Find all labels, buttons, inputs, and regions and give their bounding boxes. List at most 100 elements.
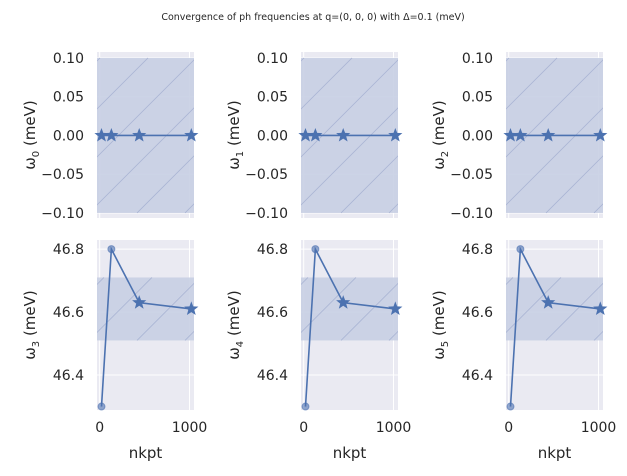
- y-tick-label: 0.00: [462, 128, 493, 144]
- band-hatch: [340, 282, 398, 341]
- ylabel-unit: (meV): [430, 290, 448, 341]
- y-axis-label: ω0 (meV): [21, 100, 42, 170]
- y-axis-label: ω5 (meV): [430, 290, 451, 360]
- ylabel-unit: (meV): [430, 100, 448, 151]
- band-fill: [301, 277, 398, 341]
- subplot-0: 0.10 0.05 0.00 −0.05 −0.10 ω0 (meV): [21, 51, 199, 222]
- data-point-circle: [97, 402, 106, 411]
- y-tick-label: −0.05: [450, 167, 493, 183]
- y-tick-label: −0.10: [450, 206, 493, 222]
- x-tick-label: 1000: [172, 420, 208, 436]
- data-point-star: [541, 128, 556, 142]
- ylabel-subscript: 2: [440, 151, 451, 157]
- y-axis-label: ω4 (meV): [225, 290, 246, 360]
- band-hatch: [506, 57, 558, 110]
- ylabel-symbol: ω: [225, 157, 243, 170]
- y-tick-label: 0.00: [53, 128, 84, 144]
- ylabel-subscript: 1: [235, 151, 246, 157]
- x-tick-label: 0: [95, 420, 104, 436]
- x-axis-label: nkpt: [538, 444, 572, 462]
- ylabel-subscript: 0: [31, 151, 42, 157]
- data-point-star: [132, 295, 147, 309]
- y-tick-label: 0.05: [257, 90, 288, 106]
- y-tick-label: 46.6: [53, 305, 84, 321]
- y-tick-label: 46.8: [53, 242, 84, 258]
- data-point-star: [184, 301, 199, 315]
- subplot-5: 46.8 46.6 46.4 ω5 (meV) 0 1000 nkpt: [430, 240, 616, 462]
- ylabel-unit: (meV): [21, 290, 39, 341]
- x-tick-label: 1000: [376, 420, 412, 436]
- ylabel-subscript: 5: [440, 341, 451, 347]
- y-tick-label: −0.05: [41, 167, 84, 183]
- ylabel-subscript: 3: [31, 341, 42, 347]
- y-tick-label: 46.6: [257, 305, 288, 321]
- y-tick-label: 0.00: [257, 128, 288, 144]
- y-tick-label: 0.05: [53, 90, 84, 106]
- band-hatch: [506, 277, 562, 333]
- data-point-star: [336, 128, 351, 142]
- band-fill: [97, 277, 194, 341]
- ylabel-symbol: ω: [225, 347, 243, 360]
- tolerance-band: [506, 277, 603, 341]
- band-hatch: [0, 277, 8, 340]
- y-axis-label: ω1 (meV): [225, 100, 246, 170]
- series-line: [100, 246, 192, 407]
- band-hatch: [545, 282, 603, 341]
- y-axis-label: ω2 (meV): [430, 100, 451, 170]
- ylabel-symbol: ω: [21, 347, 39, 360]
- subplot-3: 46.8 46.6 46.4 ω3 (meV) 0 1000 nkpt: [0, 240, 208, 462]
- y-tick-label: 46.8: [462, 242, 493, 258]
- band-hatch: [97, 277, 153, 333]
- y-tick-label: 46.6: [462, 305, 493, 321]
- ylabel-symbol: ω: [430, 347, 448, 360]
- y-tick-label: −0.10: [245, 206, 288, 222]
- data-point-star: [503, 128, 518, 142]
- data-point-star: [388, 301, 403, 315]
- data-point-star: [94, 128, 109, 142]
- data-point-star: [336, 295, 351, 309]
- series-line: [304, 246, 396, 407]
- data-point-circle: [107, 245, 116, 254]
- band-hatch: [301, 57, 353, 110]
- data-point-circle: [506, 402, 515, 411]
- data-point-star: [104, 128, 119, 142]
- x-axis-label: nkpt: [129, 444, 163, 462]
- data-point-star: [593, 128, 608, 142]
- y-tick-label: 0.10: [53, 51, 84, 67]
- band-hatch: [97, 57, 101, 62]
- data-point-star: [308, 128, 323, 142]
- data-point-circle: [311, 245, 320, 254]
- x-tick-label: 0: [504, 420, 513, 436]
- series-line: [509, 246, 601, 407]
- ylabel-unit: (meV): [225, 100, 243, 151]
- data-point-star: [593, 301, 608, 315]
- subplot-4: 46.8 46.6 46.4 ω4 (meV) 0 1000 nkpt: [225, 240, 412, 462]
- data-point-star: [298, 128, 313, 142]
- data-point-circle: [516, 245, 525, 254]
- band-hatch: [301, 277, 357, 333]
- ylabel-subscript: 4: [235, 341, 246, 347]
- y-tick-label: 0.05: [462, 90, 493, 106]
- subplot-1: 0.10 0.05 0.00 −0.05 −0.10 ω1 (meV): [225, 51, 403, 222]
- x-tick-label: 0: [299, 420, 308, 436]
- y-tick-label: −0.10: [41, 206, 84, 222]
- y-tick-label: −0.05: [245, 167, 288, 183]
- tolerance-band: [0, 277, 194, 341]
- subplot-2: 0.10 0.05 0.00 −0.05 −0.10 ω2 (meV): [430, 51, 608, 222]
- band-hatch: [136, 282, 194, 341]
- data-point-star: [388, 128, 403, 142]
- y-tick-label: 46.4: [462, 368, 493, 384]
- y-tick-label: 46.4: [257, 368, 288, 384]
- tolerance-band: [301, 277, 398, 341]
- band-hatch: [340, 155, 398, 214]
- figure-title: Convergence of ph frequencies at q=(0, 0…: [161, 12, 464, 23]
- band-hatch: [545, 155, 603, 214]
- data-point-star: [513, 128, 528, 142]
- ylabel-unit: (meV): [21, 100, 39, 151]
- data-point-star: [132, 128, 147, 142]
- y-tick-label: 0.10: [257, 51, 288, 67]
- y-tick-label: 0.10: [462, 51, 493, 67]
- x-axis-label: nkpt: [333, 444, 367, 462]
- data-point-star: [541, 295, 556, 309]
